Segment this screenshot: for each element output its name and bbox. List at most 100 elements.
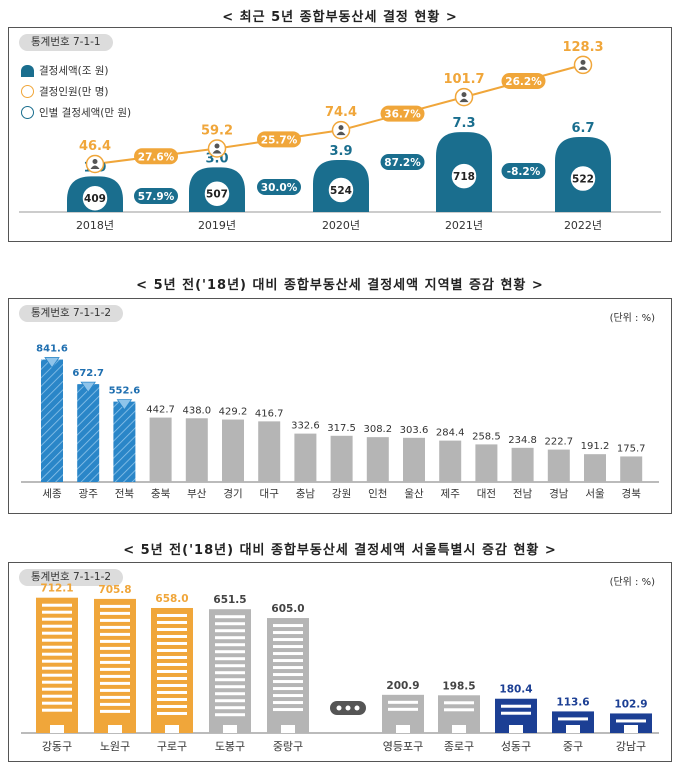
district-tick-label: 중구	[563, 740, 583, 753]
window-stripe	[273, 666, 303, 670]
window-stripe	[100, 695, 130, 699]
district-value-label: 712.1	[40, 583, 73, 595]
region-bar	[547, 449, 570, 482]
amount-value-label: 6.7	[571, 121, 594, 136]
window-stripe	[215, 615, 245, 619]
window-stripe	[273, 694, 303, 698]
region-tick-label: 대전	[477, 488, 496, 500]
district-value-label: 651.5	[213, 594, 246, 606]
region-value-label: 258.5	[472, 431, 501, 442]
window-stripe	[215, 622, 245, 626]
unit-label: (단위 : %)	[609, 577, 655, 588]
per-person-circle	[450, 162, 478, 190]
window-stripe	[100, 611, 130, 615]
window-stripe	[157, 613, 187, 617]
district-tick-label: 강동구	[42, 740, 72, 753]
window-stripe	[100, 660, 130, 664]
window-stripe	[215, 636, 245, 640]
region-bar	[113, 401, 136, 482]
region-tick-label: 경남	[549, 487, 569, 500]
person-body-icon	[459, 98, 469, 103]
region-value-label: 317.5	[327, 423, 356, 434]
window-stripe	[273, 673, 303, 677]
legend-amount-label: 결정세액(조 원)	[39, 65, 109, 77]
district-tick-label: 강남구	[616, 740, 646, 753]
region-value-label: 552.6	[109, 386, 141, 397]
region-bar	[41, 359, 63, 482]
district-tick-label: 노원구	[100, 740, 130, 753]
window-stripe	[157, 697, 187, 701]
window-stripe	[273, 659, 303, 663]
legend-people: 결정인원(만 명)	[21, 84, 109, 99]
door-icon	[108, 725, 122, 733]
window-stripe	[157, 655, 187, 659]
per-person-label: 507	[206, 189, 228, 201]
window-stripe	[215, 713, 245, 717]
window-stripe	[42, 708, 72, 712]
per-person-label: 718	[453, 171, 475, 183]
amount-growth-label: 57.9%	[138, 191, 175, 203]
year-tick-label: 2018년	[76, 219, 114, 232]
window-stripe	[215, 692, 245, 696]
section-title-trend: < 최근 5년 종합부동산세 결정 현황 >	[222, 10, 458, 25]
amount-value-label: 3.9	[329, 144, 352, 159]
person-head-icon	[461, 92, 467, 98]
window-stripe	[215, 706, 245, 710]
door-icon	[624, 725, 638, 733]
window-stripe	[42, 617, 72, 621]
amount-growth-pill	[134, 188, 178, 204]
district-tick-label: 성동구	[501, 740, 531, 753]
region-tick-label: 부산	[187, 488, 207, 500]
district-tick-label: 구로구	[157, 740, 187, 753]
section-title-seoul: < 5년 전('18년) 대비 종합부동산세 결정세액 서울특별시 증감 현황 …	[123, 543, 557, 558]
region-chart: 841.6 세종 672.7 광주 552.6 전북 442.7 충북 438.0 부산 429.2…	[21, 344, 659, 500]
window-stripe	[42, 673, 72, 677]
per-person-circle	[569, 164, 597, 193]
person-body-icon	[212, 150, 222, 154]
region-tick-label: 경북	[622, 487, 642, 500]
people-value-label: 74.4	[325, 105, 357, 120]
window-stripe	[215, 678, 245, 682]
region-tick-label: 전북	[115, 488, 135, 500]
window-stripe	[273, 652, 303, 656]
region-tick-label: 광주	[79, 488, 99, 500]
region-bar	[149, 417, 172, 482]
district-value-label: 102.9	[614, 698, 647, 710]
person-body-icon	[578, 66, 588, 70]
region-tick-label: 경기	[223, 487, 242, 500]
window-stripe	[273, 687, 303, 691]
window-stripe	[42, 603, 72, 607]
region-bar	[439, 440, 462, 482]
region-value-label: 416.7	[255, 408, 284, 419]
per-person-label: 524	[330, 185, 352, 197]
window-stripe	[100, 667, 130, 671]
window-stripe	[100, 688, 130, 692]
district-value-label: 200.9	[386, 680, 419, 692]
window-stripe	[100, 674, 130, 678]
stat-number-badge: 통계번호 7-1-1	[19, 34, 113, 51]
people-growth-label: 25.7%	[261, 134, 298, 146]
person-head-icon	[338, 125, 344, 131]
window-stripe	[100, 681, 130, 685]
person-body-icon	[336, 131, 346, 136]
region-value-label: 332.6	[291, 421, 320, 432]
window-stripe	[444, 708, 474, 712]
window-stripe	[42, 652, 72, 656]
people-growth-label: 26.2%	[505, 76, 542, 88]
amount-growth-label: -8.2%	[507, 166, 541, 178]
stat-number-badge: 통계번호 7-1-1-2	[19, 305, 124, 322]
window-stripe	[215, 699, 245, 703]
region-bar	[294, 433, 317, 482]
window-stripe	[157, 711, 187, 715]
region-value-label: 284.4	[436, 428, 465, 439]
region-bar	[185, 418, 208, 482]
region-value-label: 442.7	[146, 405, 175, 416]
region-value-label: 175.7	[617, 443, 646, 454]
window-stripe	[42, 659, 72, 663]
people-value-label: 59.2	[201, 124, 233, 139]
amount-swatch-icon	[21, 64, 34, 77]
person-body-icon	[90, 165, 100, 169]
window-stripe	[157, 627, 187, 631]
window-stripe	[558, 717, 588, 721]
region-bar	[330, 435, 353, 482]
